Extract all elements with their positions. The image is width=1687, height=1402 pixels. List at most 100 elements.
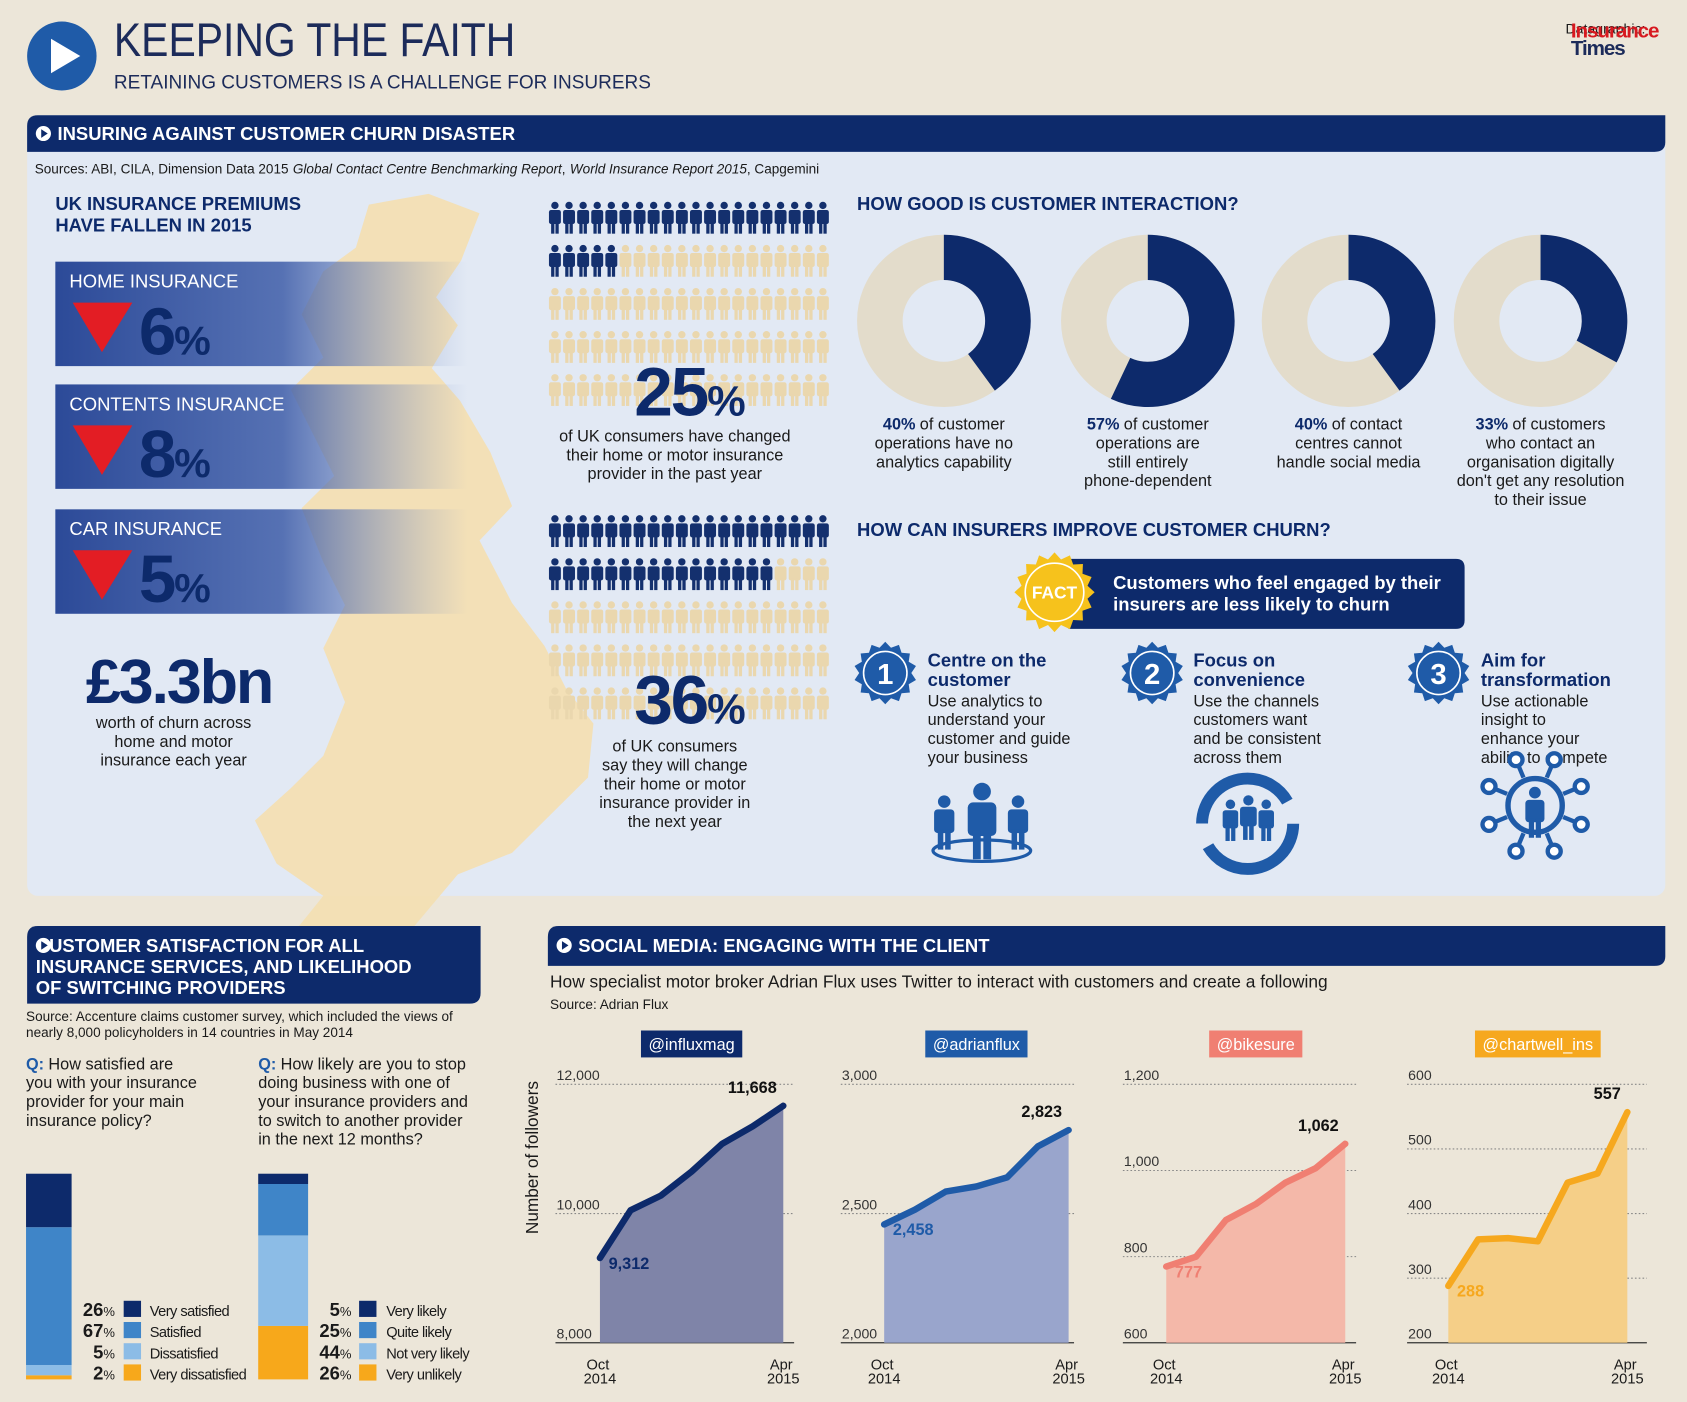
person-leg	[692, 578, 696, 591]
person-head	[649, 515, 658, 523]
premiums-title: UK INSURANCE PREMIUMS	[55, 193, 301, 214]
person-icon	[619, 687, 632, 720]
person-leg	[748, 707, 752, 720]
person-leg	[734, 621, 738, 634]
person-leg	[748, 351, 752, 363]
person-icon	[647, 601, 660, 634]
person-head	[607, 201, 616, 210]
person-body	[591, 523, 604, 538]
person-leg	[565, 535, 569, 548]
person-head	[706, 687, 714, 695]
person-leg	[738, 351, 743, 363]
person-body	[633, 296, 646, 311]
person-leg	[706, 664, 710, 677]
person-leg	[635, 307, 639, 320]
stat-unit: %	[707, 378, 745, 426]
person-icon	[563, 201, 575, 234]
person-head	[678, 558, 686, 566]
person-leg	[720, 621, 724, 634]
person-leg	[565, 351, 569, 363]
person-head	[621, 287, 630, 296]
line	[880, 1126, 1072, 1228]
person-body	[647, 523, 660, 538]
person-body	[548, 652, 561, 667]
person-body	[591, 209, 604, 224]
person-body	[563, 296, 575, 311]
person-leg	[663, 707, 668, 720]
person-head	[790, 687, 799, 695]
person-icon	[802, 244, 815, 277]
person-leg	[649, 264, 654, 277]
person-body	[577, 652, 590, 667]
person-icon	[619, 244, 632, 277]
person-leg	[738, 307, 743, 320]
person-head	[607, 244, 616, 253]
person-icon	[605, 244, 618, 277]
x-tick-label-line: 2015	[1052, 1372, 1085, 1388]
person-body	[619, 566, 632, 581]
person-head	[762, 558, 771, 566]
person-leg	[710, 535, 714, 548]
person-head	[734, 515, 742, 523]
person-body	[689, 652, 702, 667]
person-leg	[611, 707, 616, 720]
step-title: convenience	[1193, 669, 1305, 690]
person-leg	[762, 351, 766, 363]
person-leg	[583, 264, 587, 277]
y-tick-label: 300	[1408, 1261, 1432, 1277]
person-head	[790, 201, 799, 210]
person-icon	[718, 687, 731, 720]
person-body	[577, 566, 590, 581]
person-head	[635, 558, 644, 566]
y-axis-label: Number of followers	[522, 1081, 542, 1234]
person-body	[605, 253, 618, 268]
person-icon	[760, 687, 773, 720]
person-icon	[802, 687, 815, 720]
person-leg	[555, 307, 559, 320]
person-leg	[607, 621, 611, 634]
person-head	[720, 374, 728, 382]
person-body	[689, 209, 702, 224]
person-body	[718, 253, 731, 268]
person-icon	[788, 374, 801, 406]
step-badge-ring	[1129, 650, 1175, 696]
person-icon	[591, 687, 604, 720]
person-leg	[597, 307, 602, 320]
icon-node	[1545, 842, 1563, 860]
person-body	[647, 253, 660, 268]
person-icon	[548, 687, 561, 720]
person-icon	[732, 644, 745, 677]
person-body	[774, 566, 787, 581]
person-leg	[579, 221, 583, 234]
person-icon	[591, 601, 604, 634]
person-head	[819, 687, 827, 695]
person-head	[579, 515, 587, 523]
person-body	[774, 382, 787, 397]
person-head	[1225, 799, 1236, 810]
person-leg	[635, 535, 639, 548]
person-icon	[760, 244, 773, 277]
person-leg	[819, 264, 823, 277]
person-icon	[1222, 799, 1239, 841]
person-icon	[774, 331, 787, 363]
person-head	[706, 558, 714, 566]
person-icon	[732, 201, 745, 234]
person-leg	[809, 221, 813, 234]
donut-segment	[1110, 234, 1235, 407]
person-leg	[611, 221, 616, 234]
person-leg	[1231, 825, 1236, 841]
bar-segment	[258, 1325, 309, 1380]
person-head	[1261, 799, 1272, 810]
value-unit: %	[340, 1346, 352, 1361]
area	[1448, 1112, 1628, 1343]
person-body	[760, 523, 773, 538]
area	[884, 1130, 1069, 1343]
person-body	[760, 339, 773, 354]
person-body	[647, 339, 660, 354]
person-leg	[706, 351, 710, 363]
person-head	[579, 287, 587, 296]
person-body	[605, 339, 618, 354]
person-head	[734, 374, 742, 382]
person-leg	[823, 621, 827, 634]
